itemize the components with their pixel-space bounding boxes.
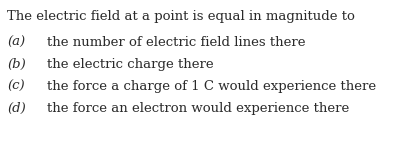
- Text: the force a charge of 1 C would experience there: the force a charge of 1 C would experien…: [47, 80, 375, 93]
- Text: the number of electric field lines there: the number of electric field lines there: [47, 36, 305, 49]
- Text: (d): (d): [7, 102, 26, 115]
- Text: the force an electron would experience there: the force an electron would experience t…: [47, 102, 349, 115]
- Text: (c): (c): [7, 80, 24, 93]
- Text: The electric field at a point is equal in magnitude to: The electric field at a point is equal i…: [7, 10, 354, 23]
- Text: (a): (a): [7, 36, 25, 49]
- Text: the electric charge there: the electric charge there: [47, 58, 213, 71]
- Text: (b): (b): [7, 58, 26, 71]
